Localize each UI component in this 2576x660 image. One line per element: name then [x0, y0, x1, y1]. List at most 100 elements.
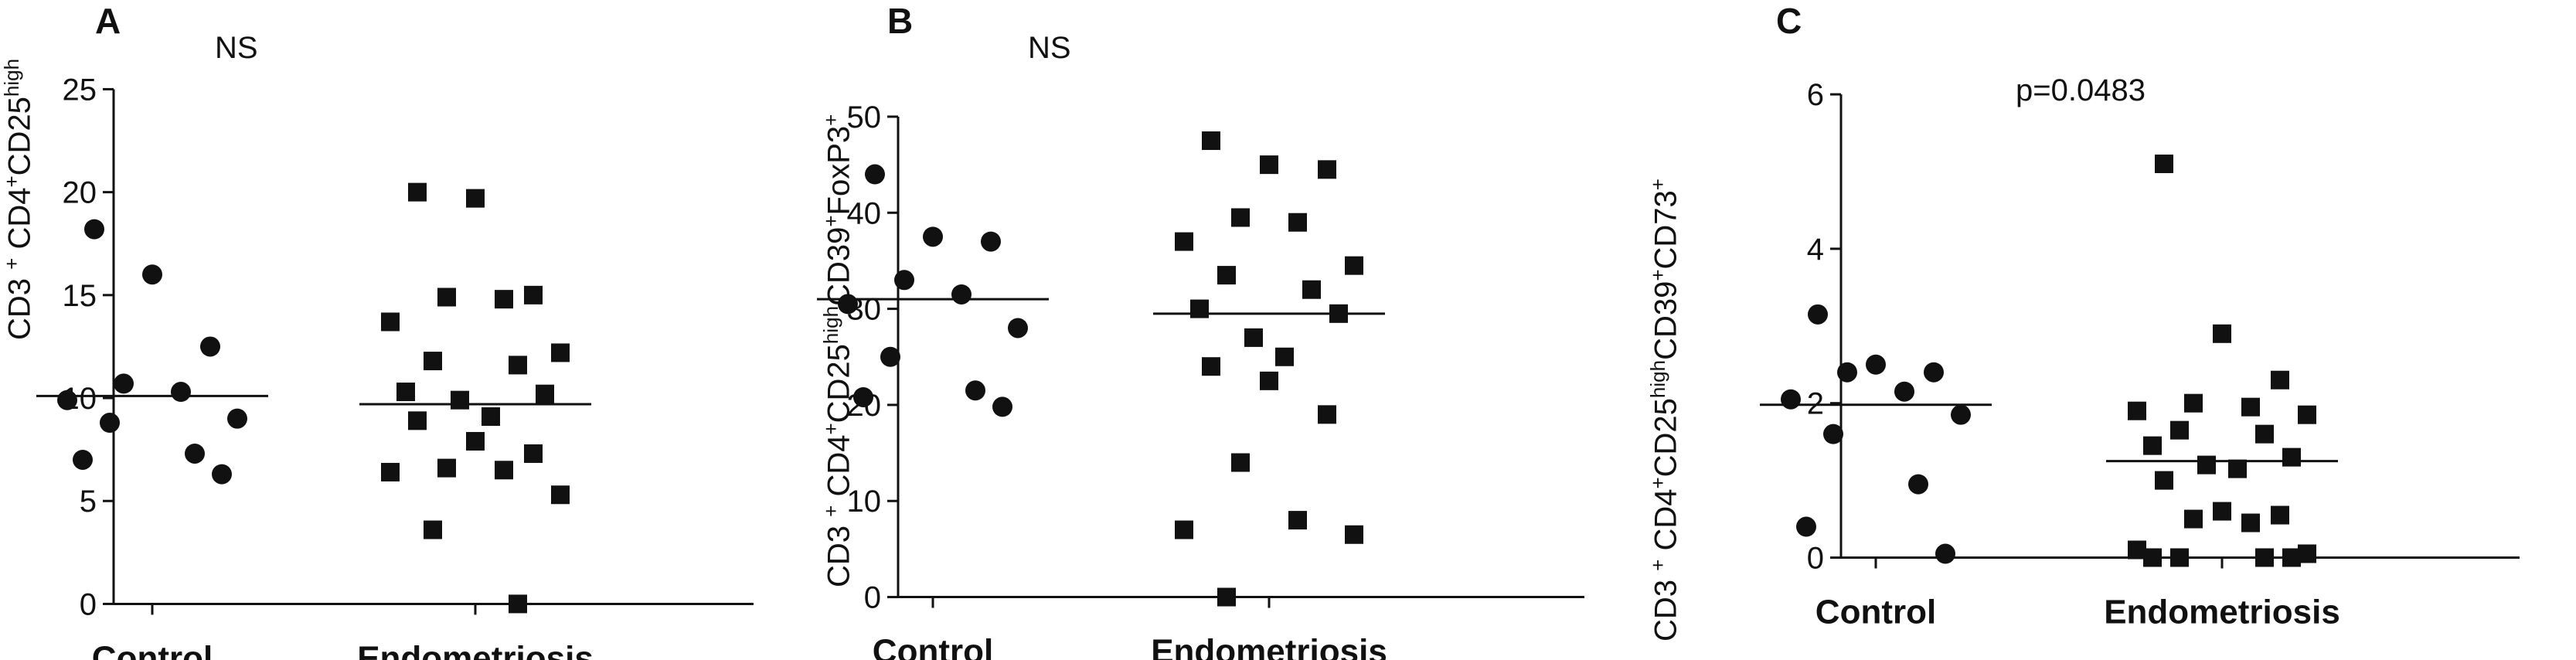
data-point-endometriosis — [381, 312, 400, 332]
data-point-endometriosis — [2271, 505, 2289, 525]
data-point-endometriosis — [2170, 548, 2189, 567]
data-point-control — [73, 449, 93, 470]
significance-annotation-a: NS — [215, 31, 258, 65]
data-point-endometriosis — [509, 356, 527, 375]
data-point-endometriosis — [424, 352, 442, 371]
x-tick-label-endometriosis: Endometriosis — [2104, 594, 2340, 631]
data-point-control — [185, 443, 205, 464]
data-point-control — [923, 226, 943, 247]
data-point-control — [57, 390, 77, 410]
data-point-endometriosis — [482, 407, 500, 427]
data-point-endometriosis — [1275, 347, 1294, 366]
data-point-endometriosis — [1190, 299, 1209, 318]
data-point-endometriosis — [2170, 420, 2189, 440]
data-point-endometriosis — [451, 390, 469, 410]
data-point-endometriosis — [2228, 459, 2247, 478]
data-point-endometriosis — [2155, 155, 2173, 174]
data-point-endometriosis — [1345, 256, 1363, 275]
data-point-endometriosis — [2255, 548, 2274, 567]
data-point-control — [1796, 516, 1816, 537]
data-point-control — [1781, 389, 1801, 410]
data-point-endometriosis — [1260, 371, 1278, 390]
data-point-control — [1894, 381, 1914, 402]
panel-c: C p=0.0483 CD3 + CD4+CD25highCD39+CD73+ … — [1646, 0, 2576, 660]
y-tick-label: 40 — [847, 196, 882, 230]
data-point-control — [114, 373, 134, 394]
data-point-control — [981, 231, 1001, 252]
panel-letter-a: A — [95, 1, 121, 41]
data-point-endometriosis — [551, 343, 570, 362]
data-point-control — [853, 386, 873, 407]
data-point-endometriosis — [381, 462, 400, 481]
data-point-control — [838, 294, 858, 315]
data-point-endometriosis — [1175, 520, 1193, 539]
data-point-control — [1908, 474, 1928, 495]
data-point-control — [1935, 543, 1955, 564]
panel-b: B NS CD3 + CD4+CD25highCD39+FoxP3+ 01020… — [817, 0, 1646, 660]
data-point-endometriosis — [524, 285, 543, 304]
panel-letter-b: B — [887, 1, 914, 41]
data-point-endometriosis — [495, 290, 513, 309]
data-point-control — [894, 270, 914, 291]
data-point-endometriosis — [509, 594, 527, 614]
data-point-control — [1808, 304, 1828, 325]
data-point-endometriosis — [1318, 160, 1336, 179]
data-point-endometriosis — [1217, 266, 1236, 285]
data-point-control — [880, 346, 900, 367]
data-point-endometriosis — [551, 485, 570, 505]
data-point-control — [865, 164, 885, 185]
data-point-control — [1837, 362, 1857, 383]
data-point-endometriosis — [495, 461, 513, 480]
y-tick-label: 15 — [63, 279, 97, 313]
data-point-endometriosis — [1175, 232, 1193, 251]
data-point-control — [100, 413, 120, 434]
data-point-endometriosis — [2271, 370, 2289, 390]
data-point-endometriosis — [1231, 208, 1250, 227]
y-tick-label: 4 — [1807, 233, 1824, 267]
data-point-endometriosis — [437, 458, 456, 478]
data-point-endometriosis — [1217, 587, 1236, 607]
data-point-endometriosis — [466, 431, 485, 451]
data-point-endometriosis — [2282, 447, 2301, 467]
x-tick-label-control: Control — [873, 633, 993, 660]
data-point-control — [951, 284, 972, 304]
data-point-endometriosis — [1318, 405, 1336, 424]
panel-letter-c: C — [1776, 1, 1802, 41]
data-point-endometriosis — [1345, 525, 1363, 544]
y-tick-label: 10 — [847, 485, 882, 519]
data-point-endometriosis — [2213, 324, 2231, 343]
x-tick-label-endometriosis: Endometriosis — [357, 639, 594, 660]
y-tick-label: 0 — [1807, 542, 1824, 576]
data-point-endometriosis — [2184, 393, 2203, 413]
data-point-endometriosis — [1288, 213, 1307, 232]
x-tick-label-control: Control — [1815, 594, 1936, 631]
data-point-endometriosis — [2241, 397, 2260, 417]
data-point-control — [200, 336, 220, 357]
data-point-control — [84, 219, 104, 240]
data-point-control — [1823, 424, 1843, 444]
significance-annotation-b: NS — [1028, 31, 1071, 65]
y-tick-label: 0 — [864, 581, 881, 615]
data-point-endometriosis — [1244, 328, 1263, 347]
data-point-endometriosis — [2241, 513, 2260, 532]
data-point-control — [1924, 362, 1944, 383]
data-point-endometriosis — [2282, 548, 2301, 567]
y-tick-label: 50 — [847, 100, 882, 134]
x-tick-label-control: Control — [92, 639, 213, 660]
data-point-control — [965, 380, 985, 401]
data-point-endometriosis — [2184, 509, 2203, 529]
data-point-endometriosis — [466, 189, 485, 208]
data-point-endometriosis — [2213, 502, 2231, 521]
data-point-endometriosis — [396, 383, 415, 402]
panel-a: A NS CD3 + CD4+CD25high 0 5 10 15 20 25 Contro… — [0, 0, 819, 660]
data-point-endometriosis — [408, 411, 427, 430]
data-point-endometriosis — [2255, 424, 2274, 444]
x-tick-label-endometriosis: Endometriosis — [1151, 633, 1387, 660]
data-point-endometriosis — [524, 444, 543, 463]
data-point-control — [227, 408, 247, 429]
scatter-plot-b: 01020304050ControlEndometriosis — [817, 100, 1584, 660]
data-point-endometriosis — [1202, 131, 1220, 151]
data-point-endometriosis — [2155, 471, 2173, 490]
